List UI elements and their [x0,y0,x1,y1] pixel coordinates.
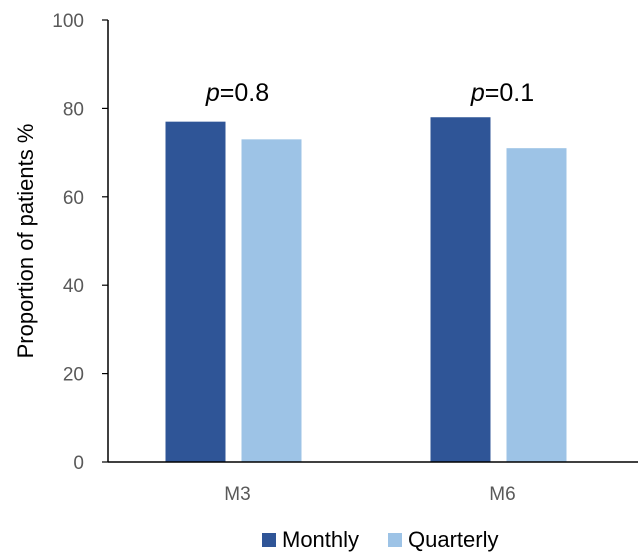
y-tick-label: 80 [63,99,84,120]
bar-quarterly-m3 [241,139,302,462]
y-tick-label: 20 [63,365,84,386]
legend-swatch-monthly [262,533,276,547]
p-value-prefix: p [205,79,220,107]
y-axis-ticks: 0 20 40 60 80 100 [52,11,108,474]
bar-monthly-m6 [430,117,491,463]
legend-swatch-quarterly [388,533,402,547]
x-axis-ticks: M3 M6 [224,484,515,505]
p-value-text: =0.8 [220,79,269,107]
y-tick-label: 100 [52,11,84,32]
p-value-annotation: p=0.8 [205,79,269,107]
legend: Monthly Quarterly [262,527,498,552]
bar-quarterly-m6 [506,148,567,462]
legend-label-quarterly: Quarterly [408,527,498,552]
p-value-text: =0.1 [485,79,534,107]
y-axis-label: Proportion of patients % [13,124,38,359]
p-value-prefix: p [470,79,485,107]
bars [165,117,567,463]
annotations: p=0.8 p=0.1 [205,79,534,107]
y-tick-label: 40 [63,276,84,297]
y-tick-label: 0 [73,453,84,474]
x-tick-label: M3 [224,484,250,505]
legend-label-monthly: Monthly [282,527,359,552]
p-value-annotation: p=0.1 [470,79,534,107]
x-tick-label: M6 [489,484,515,505]
bar-monthly-m3 [165,121,226,462]
y-tick-label: 60 [63,188,84,209]
